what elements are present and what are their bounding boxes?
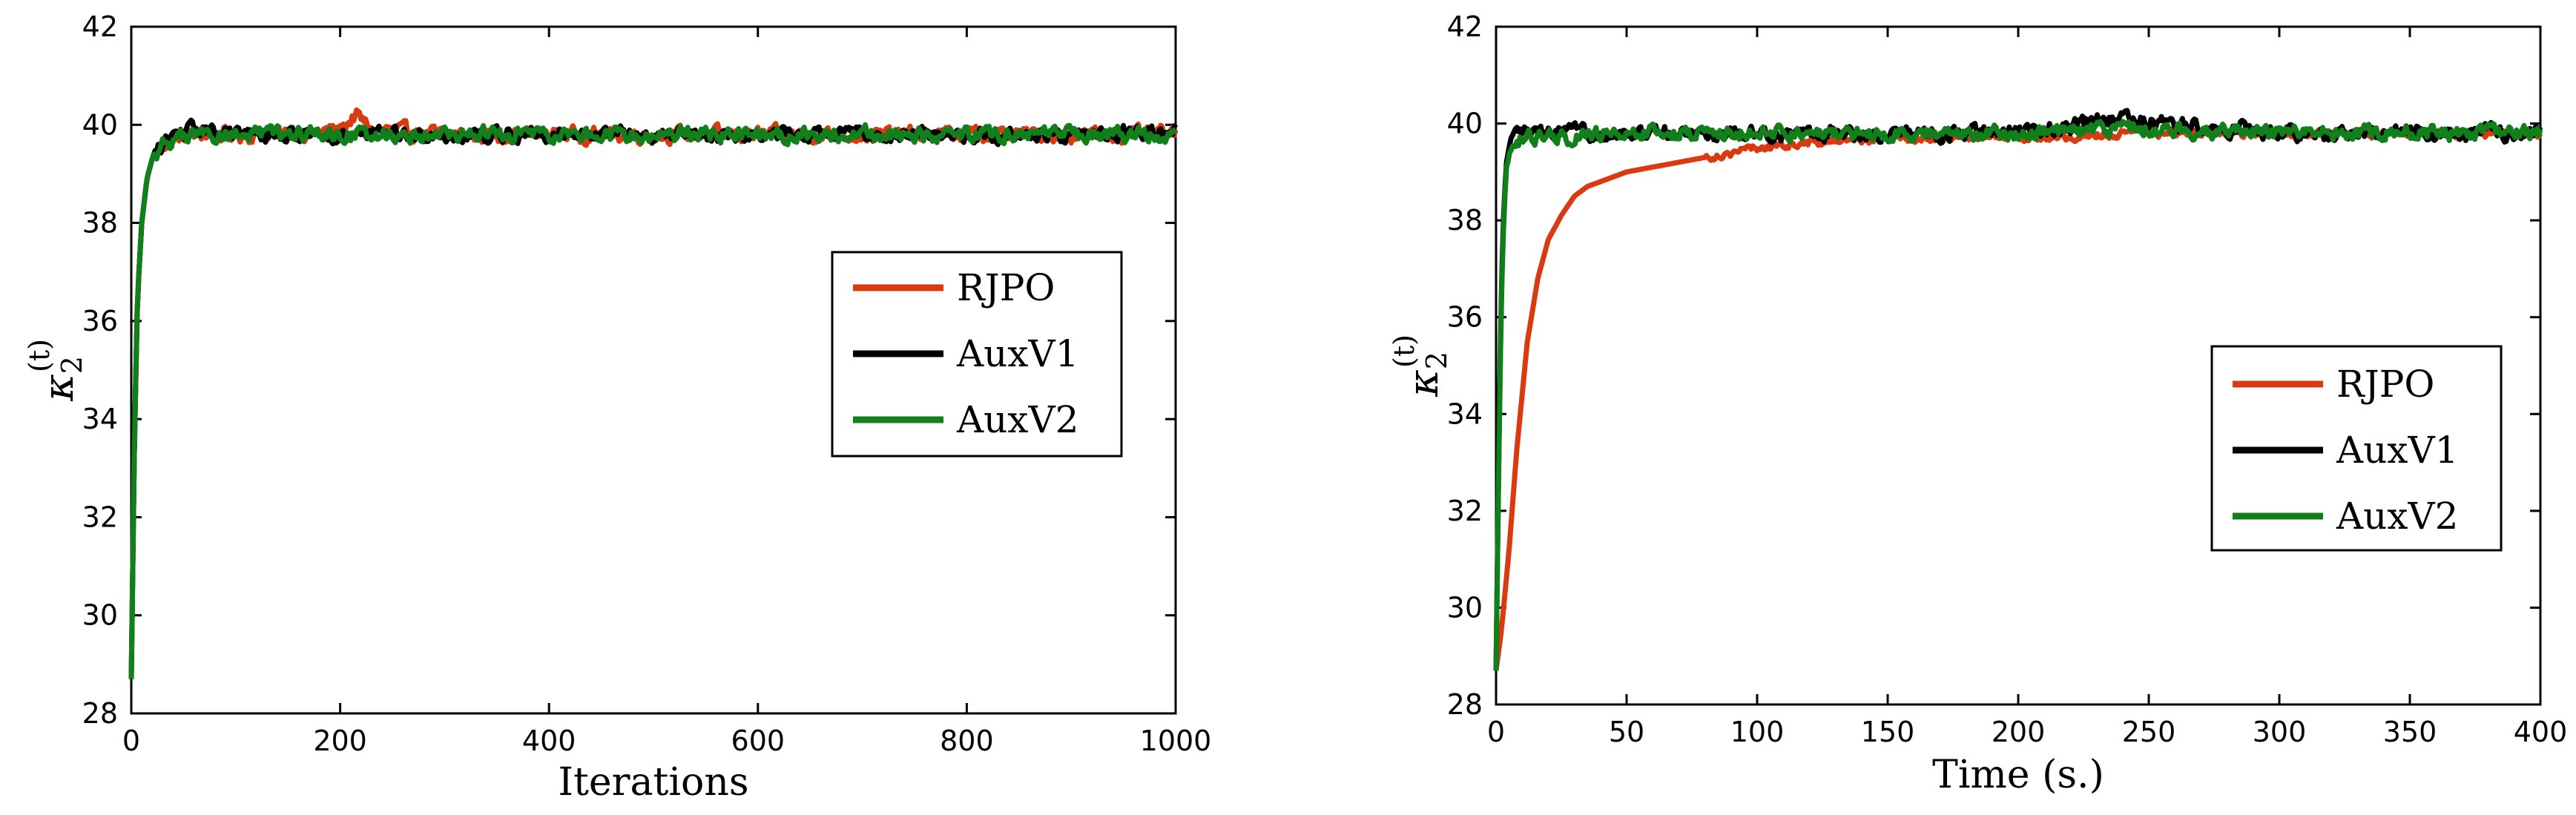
chart-time: 0 50 100 150 200 250 300 350 400 28 30 32 34 36 38 40 4… [1388,10,2567,797]
x-tick-label: 1000 [1140,725,1212,757]
y-tick-label: 38 [1447,204,1483,237]
y-tick-label: 36 [82,305,118,337]
series-lines [128,107,1179,679]
x-tick-label: 600 [731,725,785,757]
legend-label-auxv1: AuxV1 [956,332,1078,375]
y-axis-superscript: (t) [23,339,56,372]
x-tick-label: 50 [1609,716,1644,748]
y-tick-label: 40 [1447,108,1483,140]
legend-label-auxv1: AuxV1 [2336,429,2458,472]
y-tick-label: 28 [1447,688,1483,721]
x-axis-label: Iterations [558,760,748,805]
x-tick-label: 150 [1861,716,1915,748]
y-axis-superscript: (t) [1388,334,1420,368]
y-axis: 28 30 32 34 36 38 40 42 [82,10,1176,730]
legend-label-rjpo: RJPO [957,266,1055,309]
series-lines [1493,108,2543,671]
svg-text:κ2(t): κ2(t) [1388,334,1453,397]
x-axis-label: Time (s.) [1932,753,2104,797]
x-tick-label: 0 [1487,716,1505,748]
x-tick-label: 400 [522,725,576,757]
y-axis-label: κ2(t) [1388,334,1453,397]
y-tick-label: 36 [1447,301,1483,334]
x-tick-label: 300 [2253,716,2307,748]
y-tick-label: 42 [82,10,118,43]
x-tick-label: 400 [2514,716,2568,748]
y-tick-label: 32 [1447,495,1483,527]
y-tick-label: 32 [82,501,118,533]
y-tick-label: 34 [1447,397,1483,430]
chart-iterations: 0 200 400 600 800 1000 28 30 32 34 36 38 40 42 Itera… [23,10,1211,805]
y-axis-symbol: κ [35,374,83,402]
svg-text:κ2(t): κ2(t) [23,339,88,402]
y-tick-label: 28 [82,697,118,730]
x-tick-label: 250 [2122,716,2176,748]
series-line-auxv2 [1493,119,2543,671]
y-tick-label: 30 [1447,591,1483,624]
x-tick-label: 100 [1730,716,1785,748]
legend-label-auxv2: AuxV2 [956,398,1078,441]
y-tick-label: 34 [82,403,118,435]
x-axis: 0 50 100 150 200 250 300 350 400 [1487,27,2567,748]
y-tick-label: 40 [82,108,118,141]
legend-label-rjpo: RJPO [2336,363,2434,406]
y-axis: 28 30 32 34 36 38 40 42 [1447,10,2540,721]
x-tick-label: 800 [940,725,994,757]
legend: RJPO AuxV1 AuxV2 [831,251,1123,458]
y-axis-symbol: κ [1400,369,1448,397]
x-axis: 0 200 400 600 800 1000 [122,27,1211,757]
x-tick-label: 0 [122,725,140,757]
x-tick-label: 350 [2383,716,2437,748]
legend-label-auxv2: AuxV2 [2336,495,2458,538]
series-line-auxv2 [128,122,1177,679]
y-axis-subscript: 2 [1420,352,1453,369]
x-tick-label: 200 [1992,716,2046,748]
y-axis-label: κ2(t) [23,339,88,402]
y-axis-subscript: 2 [56,356,88,374]
legend: RJPO AuxV1 AuxV2 [2210,345,2503,552]
y-tick-label: 38 [82,207,118,240]
y-tick-label: 30 [82,599,118,632]
x-tick-label: 200 [313,725,367,757]
y-tick-label: 42 [1447,10,1483,43]
